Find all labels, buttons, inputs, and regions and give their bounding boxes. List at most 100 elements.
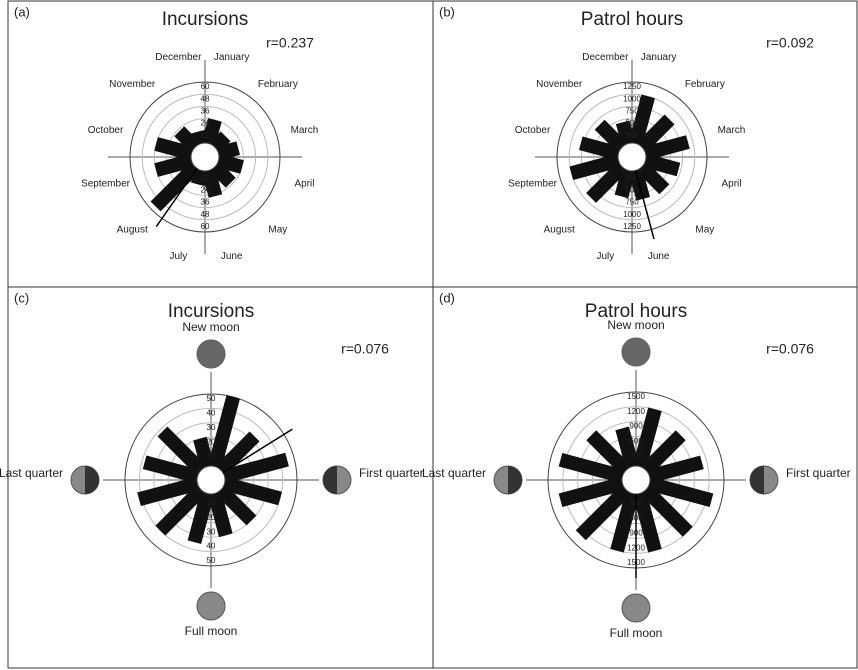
tick-label: 10 <box>207 452 216 461</box>
grid-circle <box>182 451 240 509</box>
category-label: May <box>268 224 287 235</box>
tick-label: 24 <box>201 119 210 128</box>
grid-circle <box>568 93 696 221</box>
center-hole <box>621 465 651 495</box>
bar <box>632 491 662 553</box>
phase-label: Full moon <box>610 626 663 640</box>
annotation: r=0.076 <box>341 341 389 357</box>
category-label: January <box>214 52 250 63</box>
bar <box>137 476 200 506</box>
chart-title: Incursions <box>168 301 255 322</box>
center-hole <box>190 142 220 172</box>
tick-label: 36 <box>201 107 210 116</box>
bar <box>615 426 640 469</box>
tick-label: 1250 <box>623 222 641 231</box>
bar <box>647 476 714 507</box>
bar <box>215 484 257 526</box>
bar <box>636 161 670 195</box>
bar <box>222 476 282 506</box>
bar <box>610 491 640 553</box>
bar <box>640 484 693 537</box>
bar <box>586 430 632 476</box>
phase-label: First quarter <box>786 466 851 480</box>
category-label: November <box>109 79 156 90</box>
moon-shade <box>622 338 650 366</box>
bar <box>222 452 289 484</box>
category-label: August <box>117 224 148 235</box>
bar <box>569 153 621 180</box>
category-label: September <box>508 178 558 189</box>
tick-label: 50 <box>207 556 216 565</box>
category-label: June <box>648 251 670 262</box>
category-label: April <box>721 178 741 189</box>
moon-shade <box>197 340 225 368</box>
bar <box>154 153 194 177</box>
tick-label: 500 <box>625 119 639 128</box>
phase-label: Last quarter <box>422 466 486 480</box>
bar <box>579 136 621 161</box>
category-label: March <box>291 125 319 136</box>
mean-vector <box>634 170 655 240</box>
annotation: r=0.092 <box>766 35 814 51</box>
panel-label: (b) <box>439 4 455 19</box>
bar <box>647 455 704 484</box>
tick-label: 900 <box>629 422 643 431</box>
grid-circle <box>166 118 244 196</box>
tick-label: 40 <box>207 409 216 418</box>
tick-label: 750 <box>625 198 639 207</box>
bar <box>187 491 215 544</box>
category-label: February <box>685 79 725 90</box>
bar <box>207 395 240 469</box>
mean-vector <box>222 428 293 474</box>
phase-label: New moon <box>607 318 664 332</box>
tick-label: 1000 <box>623 210 641 219</box>
bar <box>215 431 260 476</box>
tick-label: 60 <box>201 222 210 231</box>
tick-label: 40 <box>207 542 216 551</box>
tick-label: 1250 <box>623 82 641 91</box>
bar <box>558 476 625 507</box>
chart-title: Incursions <box>162 9 249 30</box>
tick-label: 1500 <box>627 392 645 401</box>
tick-label: 1000 <box>623 94 641 103</box>
bar <box>142 455 200 484</box>
category-label: December <box>582 52 629 63</box>
annotation: r=0.237 <box>266 35 314 51</box>
grid-circle <box>129 81 281 233</box>
bar <box>191 129 209 146</box>
phase-label: Full moon <box>185 624 238 638</box>
bar <box>636 114 675 153</box>
tick-label: 30 <box>207 527 216 536</box>
phase-label: Last quarter <box>0 466 63 480</box>
category-label: November <box>536 79 583 90</box>
tick-label: 24 <box>201 186 210 195</box>
panel-label: (c) <box>14 290 29 305</box>
tick-label: 20 <box>207 437 216 446</box>
bar <box>193 436 215 469</box>
bar <box>155 484 207 536</box>
category-label: February <box>258 79 298 90</box>
category-label: December <box>155 52 202 63</box>
grid-circle <box>138 407 284 553</box>
bar <box>157 426 207 476</box>
grid-circle <box>153 105 257 209</box>
tick-label: 48 <box>201 210 210 219</box>
grid-circle <box>167 436 255 524</box>
chart-title: Patrol hours <box>585 301 687 322</box>
bar <box>586 161 628 203</box>
tick-label: 250 <box>625 173 639 182</box>
tick-label: 36 <box>201 198 210 207</box>
tick-label: 750 <box>625 107 639 116</box>
chart-title: Patrol hours <box>581 9 683 30</box>
category-label: September <box>81 178 131 189</box>
category-label: July <box>169 251 187 262</box>
bar <box>632 407 662 469</box>
bar <box>558 453 625 484</box>
category-label: June <box>221 251 243 262</box>
category-label: May <box>695 224 714 235</box>
tick-label: 600 <box>629 437 643 446</box>
bar <box>640 430 686 476</box>
category-label: August <box>544 224 575 235</box>
tick-label: 250 <box>625 131 639 140</box>
bar <box>150 161 201 212</box>
